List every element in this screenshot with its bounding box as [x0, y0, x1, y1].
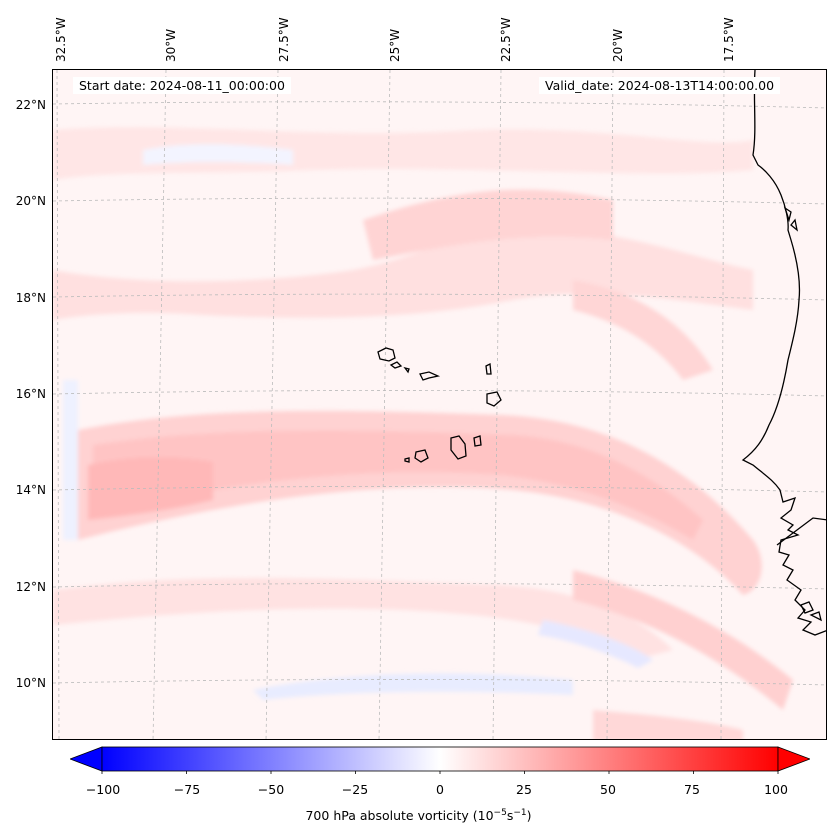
lon-label-25w: 25°W	[388, 28, 402, 62]
band-north-3	[363, 189, 613, 260]
band-east-1	[573, 280, 713, 380]
island-boa-vista	[486, 391, 502, 407]
colorbar-tick-neg50: −50	[257, 782, 285, 797]
colorbar-tick-25: 25	[516, 782, 532, 797]
colorbar-tick-50: 50	[600, 782, 616, 797]
island-santo-antao	[377, 347, 396, 362]
colorbar-gradient	[101, 746, 779, 772]
colorbar-extend-min	[68, 746, 103, 772]
island-brava	[404, 457, 410, 463]
colorbar-tick-100: 100	[764, 782, 788, 797]
lat-label-18n: 18°N	[15, 291, 46, 305]
lat-label-22n: 22°N	[15, 98, 46, 112]
band-negative-west	[63, 380, 78, 540]
island-sao-vicente	[389, 361, 403, 369]
lat-label-16n: 16°N	[15, 387, 46, 401]
west-africa-coastline	[741, 70, 826, 636]
coast-island-2	[790, 218, 798, 232]
lon-label-22-5w: 22.5°W	[499, 17, 513, 62]
band-north-1	[53, 127, 753, 180]
colorbar	[68, 744, 812, 775]
coast-gambia	[776, 517, 826, 546]
lon-label-32-5w: 32.5°W	[54, 17, 68, 62]
coast-island-bissagos-1	[800, 601, 814, 614]
island-santa-luzia	[403, 366, 410, 374]
lat-label-12n: 12°N	[15, 580, 46, 594]
valid-date-label: Valid_date: 2024-08-13T14:00:00.00	[539, 77, 781, 94]
cape-verde-islands	[377, 347, 502, 463]
lon-label-17-5w: 17.5°W	[722, 17, 736, 62]
band-south-1	[53, 578, 673, 660]
band-negative-2	[538, 620, 653, 668]
colorbar-tick-75: 75	[684, 782, 700, 797]
island-maio	[473, 435, 482, 447]
band-north-2	[53, 228, 753, 320]
colorbar-tick-0: 0	[436, 782, 444, 797]
band-south-east	[573, 570, 793, 710]
colorbar-extend-max	[777, 746, 812, 772]
colorbar-svg	[68, 746, 812, 775]
start-date-label: Start date: 2024-08-11_00:00:00	[73, 77, 291, 94]
map-panel	[52, 69, 827, 740]
island-sao-nicolau	[419, 371, 441, 381]
colorbar-title: 700 hPa absolute vorticity (10−5s−1)	[305, 808, 532, 824]
band-negative-north	[143, 144, 293, 165]
lon-label-27-5w: 27.5°W	[277, 17, 291, 62]
colorbar-ticks	[101, 771, 779, 775]
band-south-edge	[593, 710, 743, 739]
colorbar-tick-neg100: −100	[85, 782, 121, 797]
main-band-inner	[93, 430, 703, 540]
island-sal	[485, 362, 492, 375]
colorbar-tick-neg75: −75	[173, 782, 201, 797]
lon-label-30w: 30°W	[164, 28, 178, 62]
coast-main	[741, 70, 826, 636]
island-santiago	[450, 435, 467, 460]
vorticity-map	[53, 70, 826, 739]
colorbar-tick-neg25: −25	[341, 782, 369, 797]
lon-label-20w: 20°W	[611, 28, 625, 62]
coast-island-bissagos-2	[809, 611, 822, 622]
island-fogo	[414, 449, 429, 463]
lat-label-20n: 20°N	[15, 194, 46, 208]
lat-label-10n: 10°N	[15, 676, 46, 690]
graticule	[53, 70, 826, 739]
lat-label-14n: 14°N	[15, 483, 46, 497]
coast-island-1	[783, 206, 792, 223]
